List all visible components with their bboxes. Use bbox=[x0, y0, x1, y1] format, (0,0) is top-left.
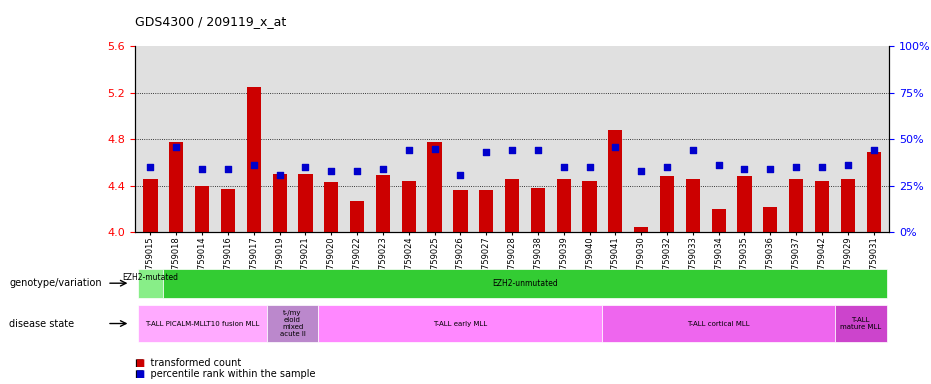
Bar bbox=[686, 179, 700, 232]
Bar bbox=[453, 190, 467, 232]
Bar bbox=[737, 176, 751, 232]
Bar bbox=[350, 201, 364, 232]
Bar bbox=[221, 189, 235, 232]
Point bbox=[375, 166, 390, 172]
Bar bbox=[711, 209, 726, 232]
Bar bbox=[557, 179, 571, 232]
Text: ■  percentile rank within the sample: ■ percentile rank within the sample bbox=[135, 369, 316, 379]
Point bbox=[582, 164, 597, 170]
Bar bbox=[583, 181, 597, 232]
Text: ■  transformed count: ■ transformed count bbox=[135, 358, 241, 368]
Text: T-ALL early MLL: T-ALL early MLL bbox=[433, 321, 488, 326]
Bar bbox=[247, 87, 261, 232]
Point bbox=[427, 146, 442, 152]
Bar bbox=[867, 152, 881, 232]
Point bbox=[272, 172, 287, 178]
Point bbox=[169, 144, 183, 150]
Point bbox=[841, 162, 856, 168]
Point bbox=[737, 166, 752, 172]
Bar bbox=[815, 181, 830, 232]
Bar bbox=[169, 142, 183, 232]
Point bbox=[298, 164, 313, 170]
Text: T-ALL cortical MLL: T-ALL cortical MLL bbox=[687, 321, 750, 326]
Bar bbox=[531, 188, 545, 232]
Text: EZH2-mutated: EZH2-mutated bbox=[123, 273, 179, 293]
Point bbox=[762, 166, 777, 172]
Point bbox=[556, 164, 571, 170]
Point bbox=[479, 149, 493, 155]
Point bbox=[453, 172, 468, 178]
Bar bbox=[789, 179, 803, 232]
Point bbox=[324, 168, 339, 174]
Point bbox=[711, 162, 726, 168]
Bar bbox=[401, 181, 416, 232]
Text: GDS4300 / 209119_x_at: GDS4300 / 209119_x_at bbox=[135, 15, 286, 28]
Point bbox=[815, 164, 830, 170]
Point bbox=[608, 144, 623, 150]
Bar bbox=[634, 227, 648, 232]
Text: disease state: disease state bbox=[9, 318, 74, 329]
Bar bbox=[763, 207, 777, 232]
Bar bbox=[660, 176, 674, 232]
Text: T-ALL
mature MLL: T-ALL mature MLL bbox=[840, 317, 882, 330]
Point bbox=[866, 147, 881, 154]
Text: genotype/variation: genotype/variation bbox=[9, 278, 101, 288]
Point bbox=[685, 147, 700, 154]
Point bbox=[195, 166, 209, 172]
Bar bbox=[195, 186, 209, 232]
Text: EZH2-unmutated: EZH2-unmutated bbox=[492, 279, 558, 288]
Bar bbox=[376, 175, 390, 232]
Point bbox=[505, 147, 519, 154]
Point bbox=[634, 168, 649, 174]
Bar bbox=[479, 190, 493, 232]
Point bbox=[659, 164, 674, 170]
Bar bbox=[143, 179, 157, 232]
Point bbox=[143, 164, 158, 170]
Bar bbox=[324, 182, 338, 232]
Point bbox=[789, 164, 803, 170]
Point bbox=[350, 168, 365, 174]
Point bbox=[221, 166, 236, 172]
Text: T-ALL PICALM-MLLT10 fusion MLL: T-ALL PICALM-MLLT10 fusion MLL bbox=[145, 321, 260, 326]
Bar bbox=[505, 179, 519, 232]
Text: ■: ■ bbox=[135, 369, 144, 379]
Point bbox=[247, 162, 262, 168]
Text: t-/my
eloid
mixed
acute ll: t-/my eloid mixed acute ll bbox=[279, 310, 305, 337]
Bar bbox=[608, 130, 623, 232]
Point bbox=[531, 147, 546, 154]
Point bbox=[401, 147, 416, 154]
Text: ■: ■ bbox=[135, 358, 144, 368]
Bar bbox=[841, 179, 855, 232]
Bar bbox=[298, 174, 313, 232]
Bar bbox=[427, 142, 441, 232]
Bar bbox=[273, 174, 287, 232]
